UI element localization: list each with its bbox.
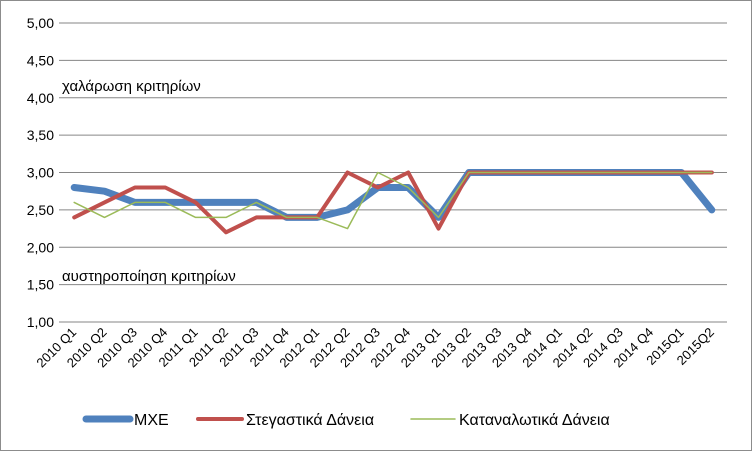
y-tick-label: 4,50 xyxy=(27,52,54,68)
y-tick-label: 3,00 xyxy=(27,165,54,181)
y-axis-ticks: 1,00 1,50 2,00 2,50 3,00 3,50 4,00 4,50 5,00 xyxy=(27,15,54,330)
y-tick-label: 2,50 xyxy=(27,202,54,218)
y-tick-label: 3,50 xyxy=(27,127,54,143)
series-line xyxy=(73,171,713,230)
series-lines xyxy=(70,169,716,235)
y-tick-label: 2,00 xyxy=(27,239,54,255)
legend-label: Καταναλωτικά Δάνεια xyxy=(459,412,610,429)
legend-label: ΜΧΕ xyxy=(134,412,169,429)
legend: ΜΧΕ Στεγαστικά Δάνεια Καταναλωτικά Δάνεια xyxy=(82,412,610,429)
gridlines xyxy=(59,22,727,286)
y-tick-label: 1,00 xyxy=(27,314,54,330)
annotation-easing: χαλάρωση κριτηρίων xyxy=(62,78,201,95)
y-tick-label: 5,00 xyxy=(27,15,54,31)
y-tick-label: 4,00 xyxy=(27,90,54,106)
y-tick-label: 1,50 xyxy=(27,277,54,293)
annotation-tightening: αυστηροποίηση κριτηρίων xyxy=(62,268,236,285)
legend-label: Στεγαστικά Δάνεια xyxy=(246,412,374,429)
